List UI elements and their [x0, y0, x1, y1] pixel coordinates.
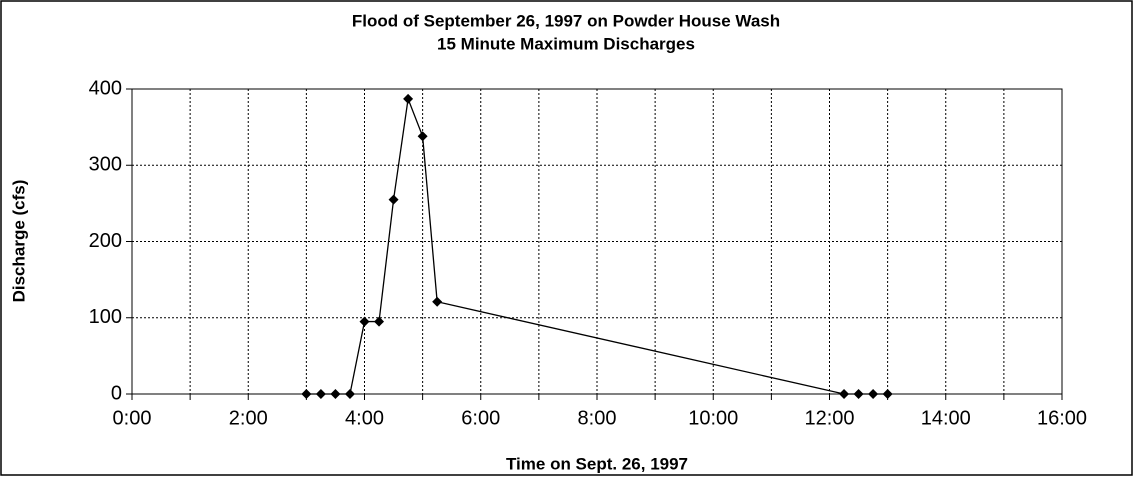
- data-point: [301, 389, 312, 399]
- data-point: [882, 389, 893, 399]
- data-point: [432, 296, 443, 307]
- y-tick-label: 100: [89, 306, 122, 328]
- y-tick-label: 200: [89, 230, 122, 252]
- data-point: [403, 93, 414, 104]
- x-tick-label: 2:00: [229, 407, 268, 429]
- data-point: [330, 389, 341, 399]
- data-point: [359, 316, 370, 327]
- x-tick-label: 8:00: [578, 407, 617, 429]
- x-tick-label: 0:00: [113, 407, 152, 429]
- y-tick-label: 0: [111, 382, 122, 404]
- data-point: [868, 389, 879, 399]
- x-tick-label: 6:00: [461, 407, 500, 429]
- data-point: [417, 131, 428, 142]
- chart-subtitle: 15 Minute Maximum Discharges: [437, 34, 695, 53]
- y-tick-label: 400: [89, 77, 122, 99]
- y-axis-label: Discharge (cfs): [9, 180, 28, 303]
- y-tick-label: 300: [89, 154, 122, 176]
- x-axis-label: Time on Sept. 26, 1997: [506, 454, 688, 473]
- chart-title: Flood of September 26, 1997 on Powder Ho…: [352, 11, 780, 30]
- x-tick-label: 14:00: [921, 407, 971, 429]
- data-point: [388, 194, 399, 205]
- data-point: [344, 389, 355, 399]
- data-point: [853, 389, 864, 399]
- data-point: [374, 316, 385, 327]
- x-tick-label: 10:00: [688, 407, 738, 429]
- x-tick-label: 4:00: [345, 407, 384, 429]
- data-point: [315, 389, 326, 399]
- x-tick-label: 12:00: [804, 407, 854, 429]
- plot-area: [131, 88, 1063, 395]
- x-tick-label: 16:00: [1037, 407, 1087, 429]
- data-point: [839, 389, 850, 399]
